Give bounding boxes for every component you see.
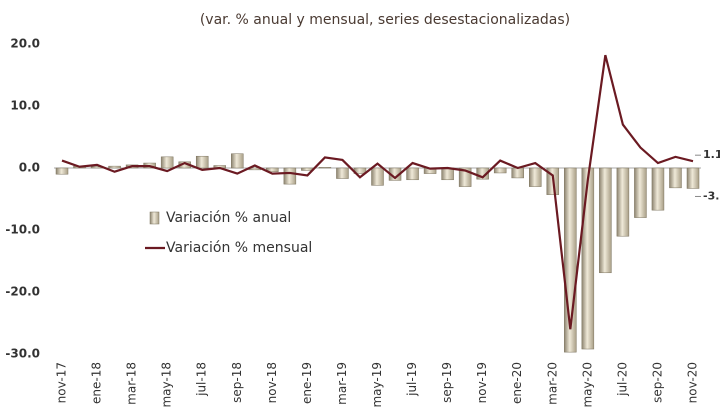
x-tick-label: jul-19: [405, 362, 419, 397]
x-tick-label: may-19: [370, 362, 384, 408]
x-tick-label: jul-18: [195, 362, 209, 397]
y-tick-label: -10.0: [5, 223, 40, 237]
data-label: -3.3: [703, 189, 720, 202]
x-tick-label: mar-20: [545, 362, 559, 405]
x-tick-label: jul-20: [615, 362, 629, 397]
bar: [160, 156, 174, 169]
data-label: 1.1: [703, 148, 720, 161]
bar: [476, 167, 489, 180]
y-tick-label: 0.0: [19, 161, 40, 175]
x-tick-label: ene-19: [300, 362, 314, 404]
bar: [686, 167, 700, 189]
y-tick-label: 10.0: [10, 99, 40, 113]
y-tick-label: -20.0: [5, 285, 40, 299]
bar: [493, 167, 507, 174]
legend-label: Variación % anual: [166, 210, 291, 226]
bar: [651, 167, 665, 211]
bar: [55, 167, 69, 175]
x-tick-label: nov-20: [686, 362, 700, 403]
y-tick-label: 20.0: [10, 37, 40, 51]
line: [61, 54, 694, 330]
x-tick-label: sep-20: [650, 362, 664, 403]
bar: [634, 167, 647, 218]
x-tick-label: mar-18: [125, 362, 139, 405]
bar: [371, 167, 384, 186]
bar: [231, 153, 244, 169]
bar: [581, 167, 595, 350]
x-tick-label: may-18: [160, 362, 174, 408]
x-tick-label: nov-18: [265, 362, 279, 403]
x-tick-label: sep-19: [440, 362, 454, 403]
legend-label: Variación % mensual: [166, 240, 312, 256]
x-tick-label: nov-17: [55, 362, 69, 403]
x-tick-label: nov-19: [475, 362, 489, 403]
bar: [336, 167, 349, 179]
bar: [195, 155, 209, 169]
bar: [511, 167, 524, 179]
bar: [441, 167, 454, 181]
x-tick-label: ene-20: [510, 362, 524, 404]
x-tick-label: ene-18: [90, 362, 104, 404]
bar: [669, 167, 682, 189]
chart-subtitle: (var. % anual y mensual, series desestac…: [200, 12, 570, 28]
bar: [599, 167, 612, 274]
y-tick-label: -30.0: [5, 347, 40, 361]
bar: [529, 167, 542, 187]
bar: [406, 167, 419, 181]
bar: [318, 167, 332, 169]
bar: [283, 167, 297, 185]
legend-swatch: [149, 211, 160, 225]
x-tick-label: sep-18: [230, 362, 244, 403]
x-tick-label: mar-19: [335, 362, 349, 405]
bar: [108, 165, 121, 169]
x-tick-label: may-20: [580, 362, 594, 408]
bar: [616, 167, 630, 237]
